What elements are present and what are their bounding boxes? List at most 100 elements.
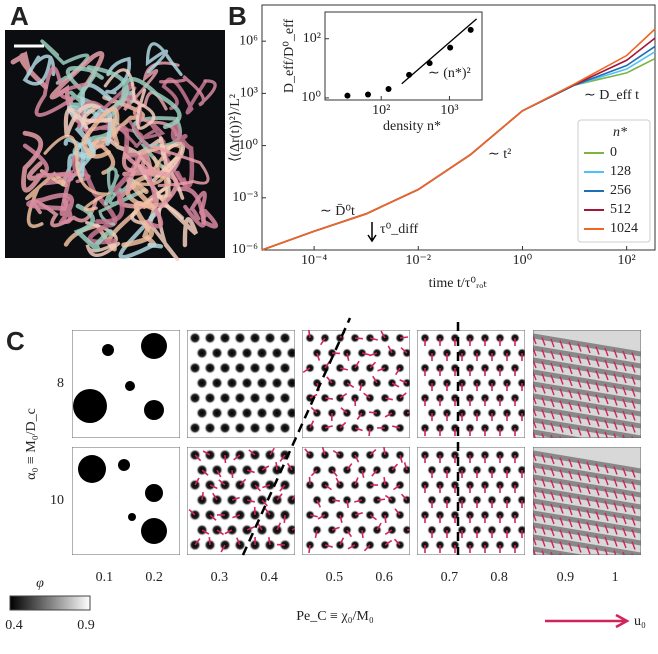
- x-tick-label: 1: [612, 570, 619, 585]
- droplet: [256, 377, 268, 389]
- polarity-arrow: [216, 529, 225, 536]
- polarity-arrow: [577, 367, 582, 376]
- y-tick-label: 10⁶: [239, 33, 258, 48]
- polarity-arrow: [595, 487, 600, 496]
- polarity-arrow: [550, 503, 555, 513]
- polarity-arrow: [354, 499, 363, 503]
- polarity-arrow: [577, 508, 582, 517]
- polarity-arrow: [384, 514, 387, 524]
- polarity-arrow: [339, 514, 343, 523]
- droplet: [264, 362, 276, 374]
- droplet: [144, 400, 164, 420]
- droplet: [271, 347, 283, 359]
- polarity-arrow: [354, 477, 359, 486]
- polarity-arrow: [550, 362, 555, 372]
- polarity-arrow: [604, 419, 609, 429]
- polarity-arrow: [550, 551, 553, 555]
- polarity-arrow: [380, 330, 386, 339]
- polarity-arrow: [559, 340, 564, 349]
- polarity-arrow: [595, 499, 600, 508]
- polarity-arrow: [586, 344, 591, 354]
- worm: [103, 167, 135, 206]
- polarity-arrow: [631, 412, 636, 421]
- x-tick-label: 0.5: [326, 570, 344, 585]
- worm: [22, 143, 74, 217]
- polarity-arrow: [550, 491, 555, 501]
- droplet: [402, 465, 410, 475]
- annotation: ∼ D_eff t: [584, 88, 639, 103]
- polarity-arrow: [586, 461, 591, 471]
- polarity-arrow: [276, 522, 282, 531]
- polarity-arrow: [622, 527, 627, 537]
- polarity-arrow: [346, 463, 353, 471]
- polarity-arrow: [586, 356, 591, 366]
- polarity-arrow: [371, 469, 378, 477]
- polarity-arrow: [559, 529, 564, 538]
- polarity-arrow: [596, 560, 599, 568]
- droplet: [211, 407, 223, 419]
- worm: [26, 192, 75, 224]
- droplet: [196, 377, 208, 389]
- polarity-arrow: [604, 395, 609, 405]
- polarity-arrow: [613, 385, 618, 394]
- panel-bg: [533, 330, 641, 438]
- polarity-arrow: [233, 454, 241, 461]
- polarity-arrow: [218, 479, 226, 486]
- polarity-arrow: [384, 412, 393, 418]
- polarity-arrow: [631, 376, 636, 385]
- polarity-arrow: [622, 410, 627, 420]
- polarity-arrow: [568, 530, 573, 540]
- polarity-arrow: [559, 352, 564, 361]
- polarity-arrow: [400, 493, 408, 501]
- polarity-arrow: [283, 514, 286, 524]
- polarity-arrow: [622, 539, 627, 549]
- polarity-arrow: [399, 392, 407, 399]
- x-tick-label: 0.3: [211, 570, 229, 585]
- arrow-label: u₀: [634, 614, 646, 629]
- x-tick-label: 10⁻⁴: [301, 253, 327, 268]
- polarity-arrow: [377, 367, 386, 372]
- droplet: [226, 377, 238, 389]
- worm: [21, 130, 46, 193]
- x-axis-label: density n*: [383, 119, 441, 134]
- polarity-arrow: [622, 374, 627, 384]
- polarity-arrow: [568, 506, 573, 516]
- polarity-arrow: [400, 347, 408, 354]
- polarity-arrow: [586, 485, 591, 495]
- polarity-arrow: [550, 527, 555, 537]
- polarity-arrow: [246, 499, 255, 503]
- polarity-arrow: [550, 515, 555, 525]
- polarity-arrow: [568, 494, 573, 504]
- droplet: [226, 407, 238, 419]
- polarity-arrow: [577, 415, 582, 424]
- polarity-arrow: [613, 361, 618, 370]
- droplet: [271, 377, 283, 389]
- droplet: [234, 332, 246, 344]
- polarity-arrow: [304, 448, 311, 456]
- colorbar-tick: 0.4: [5, 618, 23, 633]
- worm: [103, 68, 156, 130]
- polarity-arrow: [391, 463, 399, 471]
- polarity-arrow: [595, 547, 600, 555]
- worm: [63, 103, 113, 137]
- polarity-arrow: [550, 455, 555, 465]
- simulation-panel: [533, 447, 641, 569]
- polarity-arrow: [541, 397, 546, 406]
- polarity-arrow: [406, 528, 410, 531]
- polarity-arrow: [550, 539, 555, 549]
- polarity-arrow: [541, 466, 546, 475]
- polarity-arrow: [559, 517, 564, 526]
- polarity-arrow: [369, 449, 377, 456]
- x-tick-label: 0.4: [260, 570, 278, 585]
- polarity-arrow: [559, 424, 564, 433]
- polarity-arrow: [541, 385, 546, 394]
- droplet: [219, 362, 231, 374]
- polarity-arrow: [622, 479, 627, 489]
- photo-content: [10, 39, 219, 261]
- polarity-arrow: [604, 431, 608, 438]
- polarity-arrow: [559, 400, 564, 409]
- polarity-arrow: [541, 526, 546, 535]
- polarity-arrow: [605, 561, 608, 569]
- polarity-arrow: [314, 529, 318, 539]
- polarity-arrow: [622, 434, 625, 438]
